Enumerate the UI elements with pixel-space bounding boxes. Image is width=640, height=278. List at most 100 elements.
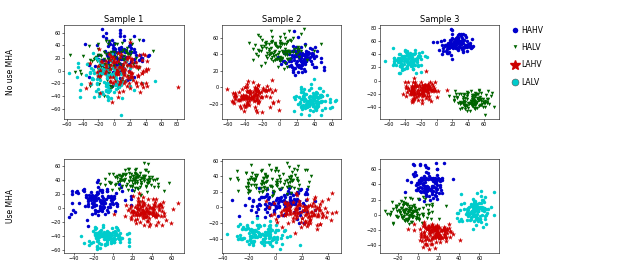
Point (236, 93, 246, 98)
Point (121, 58, 131, 63)
Point (483, 89, 493, 93)
Point (65, 53, 76, 57)
Point (100, 182, 111, 187)
Point (440, 44, 451, 48)
Point (389, 61, 399, 65)
Point (465, 100, 475, 105)
Point (102, 233, 113, 237)
Point (447, 32, 458, 36)
Point (117, 63, 127, 68)
Point (306, 82, 316, 87)
Point (292, 47, 303, 52)
Point (90, 197, 100, 202)
Point (406, 58, 417, 63)
Point (419, 174, 429, 178)
Point (448, 43, 458, 48)
Point (278, 213, 289, 217)
Point (460, 43, 470, 47)
Point (136, 211, 147, 215)
Point (400, 189, 410, 194)
Point (92, 59, 102, 63)
Point (137, 204, 147, 208)
Point (113, 233, 124, 238)
Point (271, 183, 282, 187)
Point (296, 112, 306, 116)
Point (422, 224, 433, 228)
Point (244, 231, 254, 235)
Point (473, 208, 483, 213)
Point (458, 50, 468, 55)
Point (253, 226, 264, 231)
Point (427, 184, 437, 189)
Point (292, 197, 302, 201)
Point (292, 191, 303, 195)
Point (295, 54, 305, 59)
Point (424, 198, 435, 202)
Point (271, 237, 282, 241)
Point (399, 54, 409, 59)
Point (408, 87, 418, 91)
Point (247, 234, 257, 238)
Point (303, 101, 314, 106)
Point (148, 211, 158, 215)
Point (424, 226, 434, 230)
Point (111, 71, 121, 75)
Point (108, 81, 118, 86)
Point (467, 93, 477, 97)
Point (396, 62, 406, 67)
Point (254, 90, 264, 95)
Point (256, 44, 266, 48)
Point (300, 57, 310, 61)
Point (307, 210, 317, 215)
Point (108, 233, 118, 237)
Point (410, 82, 420, 86)
Point (445, 38, 456, 43)
Point (248, 80, 258, 84)
Point (321, 209, 332, 214)
Point (426, 224, 436, 229)
Point (298, 58, 308, 63)
Point (257, 178, 267, 183)
Point (108, 54, 118, 59)
Point (90, 63, 100, 68)
Point (139, 223, 149, 227)
Point (125, 172, 136, 176)
Point (404, 204, 414, 208)
Point (106, 59, 116, 63)
Point (77, 54, 88, 58)
Point (412, 208, 422, 212)
Point (302, 105, 312, 110)
Point (287, 70, 298, 75)
Point (243, 96, 253, 100)
Point (278, 50, 289, 54)
Point (414, 184, 424, 189)
Point (141, 208, 152, 212)
Point (105, 234, 115, 239)
Point (436, 228, 446, 232)
Point (420, 177, 431, 181)
Point (93, 74, 103, 78)
Point (467, 203, 477, 208)
Point (300, 98, 310, 103)
Point (456, 217, 467, 222)
Point (464, 205, 474, 209)
Point (475, 103, 485, 108)
Point (275, 58, 285, 63)
Point (326, 211, 337, 215)
Point (93, 185, 104, 189)
Point (125, 57, 136, 61)
Point (86, 205, 97, 209)
Point (109, 60, 120, 65)
Point (108, 70, 118, 74)
Point (266, 213, 276, 217)
Point (285, 177, 295, 181)
Point (111, 77, 121, 82)
Point (262, 203, 272, 208)
Point (288, 50, 298, 54)
Point (248, 239, 258, 244)
Point (255, 202, 265, 207)
Point (233, 98, 243, 102)
Point (113, 65, 123, 70)
Point (252, 88, 262, 93)
Point (241, 184, 251, 189)
